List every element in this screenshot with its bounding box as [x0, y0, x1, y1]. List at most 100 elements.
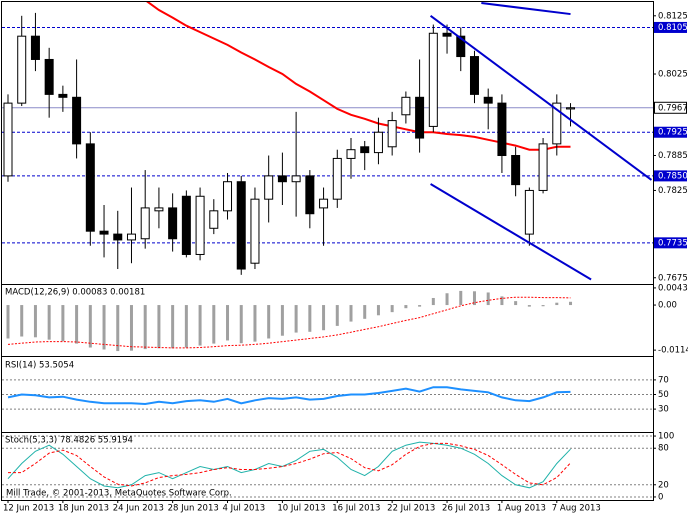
- candle-body: [305, 175, 315, 215]
- macd-bar: [308, 305, 312, 332]
- candle-body: [469, 56, 479, 95]
- panel-title: Stoch(5,3,3) 78.4826 55.9194: [5, 436, 133, 446]
- macd-bar: [500, 296, 504, 306]
- y-tick-label: 70: [658, 375, 669, 385]
- macd-bar: [20, 305, 24, 337]
- macd-bar: [294, 305, 298, 333]
- macd-bar: [569, 301, 573, 306]
- candle-body: [3, 102, 13, 177]
- macd-bar: [514, 301, 518, 306]
- y-tick-label: 50: [658, 390, 669, 400]
- macd-bar: [404, 305, 408, 309]
- macd-bar: [418, 305, 422, 307]
- x-tick-label: 7 Aug 2013: [552, 504, 601, 514]
- level-label: 0.7925: [658, 128, 688, 138]
- candle-body: [373, 131, 383, 154]
- macd-bar: [116, 305, 120, 352]
- y-tick-label: 0.8125: [658, 11, 688, 21]
- x-tick-label: 28 Jun 2013: [168, 504, 219, 514]
- macd-bar: [527, 305, 531, 307]
- candle-body: [566, 107, 576, 110]
- candle-body: [195, 195, 205, 255]
- x-tick-label: 12 Jun 2013: [3, 504, 54, 514]
- candle-body: [181, 195, 191, 255]
- price-label: 0.7967: [658, 103, 688, 113]
- candle-body: [483, 96, 493, 104]
- footer: Mill Trade, © 2001-2013, MetaQuotes Soft…: [6, 489, 232, 499]
- macd-bar: [267, 305, 271, 339]
- candle-body: [209, 210, 219, 229]
- macd-bar: [431, 297, 435, 306]
- candle-body: [511, 155, 521, 186]
- x-tick-label: 26 Jul 2013: [442, 504, 490, 514]
- candle-body: [126, 233, 136, 241]
- indicator-line: [7, 386, 571, 406]
- macd-bar: [212, 305, 216, 344]
- x-tick-label: 16 Jul 2013: [332, 504, 380, 514]
- y-tick-label: 30: [658, 405, 669, 415]
- candle-body: [277, 175, 287, 183]
- candle-body: [30, 35, 40, 60]
- level-label: 0.7850: [658, 171, 688, 181]
- candle-body: [428, 32, 438, 127]
- candle-body: [415, 96, 425, 139]
- frame: [1, 1, 654, 501]
- candle-body: [72, 96, 82, 145]
- macd-bar: [445, 293, 449, 306]
- x-tick-label: 1 Aug 2013: [497, 504, 546, 514]
- trendline: [429, 15, 653, 181]
- candle-body: [497, 102, 507, 157]
- macd-bar: [459, 290, 463, 306]
- candle-body: [44, 58, 54, 95]
- price-plot: [2, 2, 653, 281]
- level-tag: [654, 170, 687, 182]
- macd-bar: [472, 291, 476, 306]
- y-tick-label: 0: [658, 492, 663, 502]
- macd-bar: [555, 302, 559, 306]
- panel-title: MACD(12,26,9) 0.00083 0.00181: [5, 288, 145, 298]
- y-tick-label: 0.00436: [658, 283, 688, 293]
- price-tag: [654, 101, 687, 114]
- x-tick-label: 22 Jul 2013: [387, 504, 435, 514]
- candle-body: [236, 181, 246, 270]
- macd-bar: [102, 305, 106, 350]
- level-tag: [654, 21, 687, 33]
- candle-body: [113, 233, 123, 241]
- x-tick-label: 10 Jul 2013: [277, 504, 325, 514]
- candle-body: [58, 93, 68, 98]
- candle-body: [168, 207, 178, 240]
- candle-body: [85, 143, 95, 232]
- x-tick-label: 4 Jul 2013: [223, 504, 266, 514]
- macd-bar: [75, 305, 79, 344]
- level-tag: [654, 126, 687, 138]
- macd-bar: [129, 305, 133, 351]
- candle-body: [456, 35, 466, 58]
- x-tick-label: 18 Jun 2013: [58, 504, 109, 514]
- candle-body: [401, 96, 411, 116]
- macd-bar: [198, 305, 202, 346]
- candle-body: [552, 102, 562, 145]
- panel-title: RSI(14) 53.5054: [5, 361, 74, 371]
- macd-bar: [253, 305, 257, 342]
- y-tick-label: -0.01146: [658, 346, 688, 356]
- level-tag: [654, 237, 687, 249]
- macd-bar: [390, 305, 394, 313]
- candle-body: [319, 198, 329, 209]
- y-tick-label: 0.7885: [658, 151, 688, 161]
- macd-bar: [226, 305, 230, 341]
- y-tick-label: 0.7825: [658, 186, 688, 196]
- macd-bar: [486, 292, 490, 306]
- moving-average: [146, 2, 571, 151]
- indicator-line: [7, 441, 571, 489]
- y-tick-label: 20: [658, 480, 669, 490]
- macd-bar: [541, 305, 545, 307]
- candle-body: [360, 146, 370, 154]
- macd-bar: [335, 305, 339, 326]
- macd-bar: [363, 305, 367, 319]
- y-tick-label: 80: [658, 444, 669, 454]
- candle-body: [291, 175, 301, 183]
- candle-body: [99, 230, 109, 235]
- y-tick-label: 0.00: [658, 301, 677, 311]
